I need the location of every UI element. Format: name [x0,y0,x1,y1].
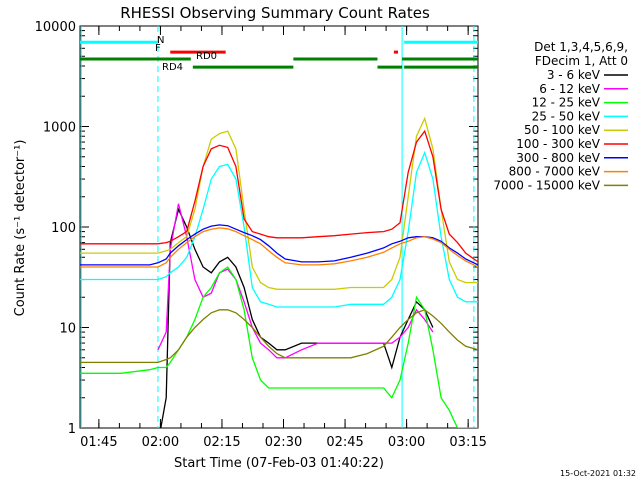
series-line [157,203,434,359]
series-line [80,116,478,290]
legend-entry-label: 7000 - 15000 keV [493,178,600,192]
x-tick-label: 02:30 [265,435,302,450]
legend-entry-label: 3 - 6 keV [547,68,601,82]
chart-title: RHESSI Observing Summary Count Rates [120,4,430,22]
y-tick-label: 1000 [43,121,76,136]
legend-entry-label: 100 - 300 keV [516,137,600,151]
series-line [80,227,478,268]
x-tick-label: 02:00 [142,435,179,450]
x-tick-label: 02:15 [203,435,240,450]
series-line [80,150,478,308]
y-tick-label: 10 [59,322,76,337]
x-tick-label: 03:15 [449,435,486,450]
x-tick-label: 02:45 [326,435,363,450]
status-bar-label: N [157,35,164,46]
y-tick-label: 1 [68,422,76,437]
series-line [80,309,478,364]
legend-entry-label: 300 - 800 keV [516,151,600,165]
legend-header-line-2: FDecim 1, Att 0 [535,54,628,68]
status-bar-label: RD0 [196,51,217,62]
x-tick-label: 03:00 [388,435,425,450]
legend-header-line-1: Det 1,3,4,5,6,9, [534,40,628,54]
status-bar-label: RD4 [162,62,183,73]
legend-entry-label: 6 - 12 keV [539,82,601,96]
x-tick-label: 01:45 [80,435,117,450]
y-axis-label: Count Rate (s⁻¹ detector⁻¹) [13,140,28,317]
plot-frame [79,25,479,429]
legend-entry-label: 800 - 7000 keV [509,165,601,179]
plot-layer: 1 10 100 1000 10000 01:45 02:00 02:15 02:30 02:45… [35,20,628,450]
y-tick-label: 10000 [35,20,76,35]
series-line [80,266,478,428]
footer-date: 15-Oct-2021 01:32 [560,469,636,478]
y-tick-label: 100 [51,221,76,236]
legend-entry-label: 25 - 50 keV [532,109,601,123]
status-bar-label: F [155,43,161,54]
x-axis-label: Start Time (07-Feb-03 01:40:22) [174,456,384,471]
series-line [80,129,478,263]
legend-entry-label: 50 - 100 keV [524,123,601,137]
legend-entry-label: 12 - 25 keV [532,96,601,110]
